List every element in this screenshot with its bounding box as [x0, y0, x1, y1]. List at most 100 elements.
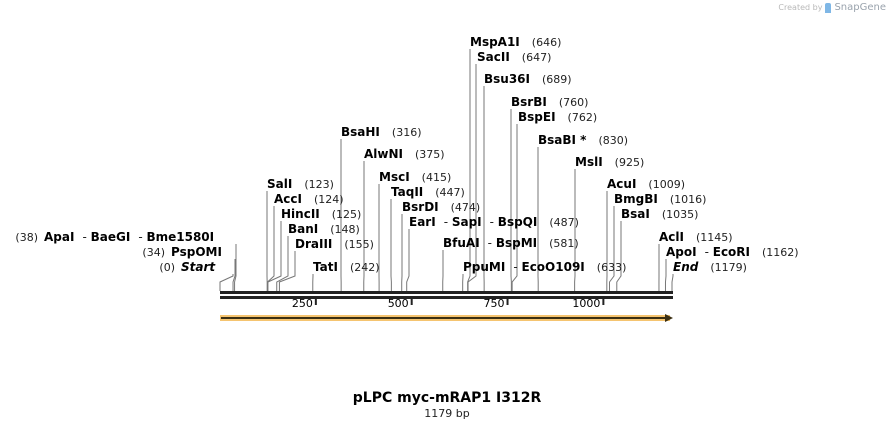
enzyme-name: End [673, 260, 699, 274]
site-dra[interactable]: DraIII (155) [295, 237, 374, 251]
site-leader-apa [234, 244, 237, 291]
site-position: (581) [549, 237, 579, 250]
enzyme-name: AclI [659, 230, 684, 244]
site-bsah[interactable]: BsaHI (316) [341, 125, 422, 139]
site-acu[interactable]: AcuI (1009) [607, 177, 685, 191]
site-leader-hinc [267, 221, 282, 291]
site-alw[interactable]: AlwNI (375) [364, 147, 445, 161]
site-position: (647) [522, 51, 552, 64]
enzyme-name: Bme1580I [146, 230, 214, 244]
site-label-bsu: Bsu36I (689) [484, 72, 572, 86]
site-mspa[interactable]: MspA1I (646) [470, 35, 561, 49]
backbone-top-strand [220, 291, 673, 294]
ruler-tick [506, 299, 509, 305]
site-tat[interactable]: TatI (242) [313, 260, 380, 274]
site-ppu[interactable]: PpuMI - EcoO109I (633) [463, 260, 626, 274]
site-leader-ban [276, 236, 289, 291]
site-ear[interactable]: EarI - SapI - BspQI (487) [409, 215, 579, 229]
site-separator: - [705, 245, 713, 259]
enzyme-name: Bsu36I [484, 72, 530, 86]
site-label-acu: AcuI (1009) [607, 177, 685, 191]
site-position: (375) [415, 148, 445, 161]
ruler-tick [602, 299, 605, 305]
feature-arrow[interactable] [220, 314, 673, 322]
enzyme-name: BsaI [621, 207, 650, 221]
site-bsu[interactable]: Bsu36I (689) [484, 72, 572, 86]
site-position: (633) [597, 261, 627, 274]
backbone-bottom-strand [220, 296, 673, 299]
site-hinc[interactable]: HincII (125) [281, 207, 361, 221]
enzyme-name: BanI [288, 222, 318, 236]
site-label-acc: AccI (124) [274, 192, 344, 206]
enzyme-name: EarI [409, 215, 436, 229]
site-separator: - [490, 215, 498, 229]
plasmid-length: 1179 bp [424, 407, 470, 420]
site-apo[interactable]: ApoI - EcoRI (1162) [666, 245, 799, 259]
site-label-hinc: HincII (125) [281, 207, 361, 221]
enzyme-name: MscI [379, 170, 410, 184]
site-label-end: End (1179) [673, 260, 747, 274]
site-leader-bspe [511, 124, 518, 291]
enzyme-name: PspOMI [171, 245, 222, 259]
site-leader-apo [664, 259, 667, 291]
site-position: (925) [615, 156, 645, 169]
site-leader-start [219, 274, 234, 291]
site-leader-bsai [616, 221, 622, 291]
site-bsrd[interactable]: BsrDI (474) [402, 200, 480, 214]
site-label-alw: AlwNI (375) [364, 147, 445, 161]
site-label-bsai: BsaI (1035) [621, 207, 698, 221]
enzyme-name: BsaBI * [538, 133, 587, 147]
site-position: (1016) [670, 193, 707, 206]
site-position: (487) [549, 216, 579, 229]
site-leader-acc [267, 206, 275, 291]
enzyme-name: MslI [575, 155, 603, 169]
site-start[interactable]: Start (0) [159, 260, 216, 274]
site-position: (1035) [662, 208, 699, 221]
site-acc[interactable]: AccI (124) [274, 192, 344, 206]
enzyme-name: SacII [477, 50, 510, 64]
site-bmg[interactable]: BmgBI (1016) [614, 192, 706, 206]
site-ban[interactable]: BanI (148) [288, 222, 360, 236]
enzyme-name: BmgBI [614, 192, 658, 206]
site-label-bsah: BsaHI (316) [341, 125, 422, 139]
site-label-bsab: BsaBI * (830) [538, 133, 628, 147]
site-label-ear: EarI - SapI - BspQI (487) [409, 215, 579, 229]
site-position: (124) [314, 193, 344, 206]
site-msc[interactable]: MscI (415) [379, 170, 451, 184]
site-label-bmg: BmgBI (1016) [614, 192, 706, 206]
enzyme-name: PpuMI [463, 260, 505, 274]
site-position: (0) [159, 261, 175, 274]
site-apa[interactable]: ApaI - BaeGI - Bme1580I(38) [15, 230, 214, 244]
site-bspe[interactable]: BspEI (762) [518, 110, 597, 124]
site-acl[interactable]: AclI (1145) [659, 230, 733, 244]
enzyme-name: BspMI [496, 236, 537, 250]
site-psp[interactable]: PspOMI (34) [142, 245, 222, 259]
site-bsrb[interactable]: BsrBI (760) [511, 95, 588, 109]
enzyme-name: BaeGI [91, 230, 131, 244]
site-position: (689) [542, 73, 572, 86]
site-label-msc: MscI (415) [379, 170, 451, 184]
enzyme-name: Start [181, 260, 216, 274]
site-label-start: Start [181, 260, 216, 274]
site-separator: - [513, 260, 521, 274]
enzyme-name: ApoI [666, 245, 697, 259]
site-bfu[interactable]: BfuAI - BspMI (581) [443, 236, 579, 250]
enzyme-name: BsrDI [402, 200, 439, 214]
site-labels: Start (0) PspOMI(34)ApaI - BaeGI - Bme1580I(… [15, 35, 798, 274]
site-sac[interactable]: SacII (647) [477, 50, 551, 64]
ruler-tick [314, 299, 317, 305]
site-position: (830) [598, 134, 628, 147]
site-bsai[interactable]: BsaI (1035) [621, 207, 698, 221]
site-leader-lines [219, 49, 674, 291]
enzyme-name: AlwNI [364, 147, 403, 161]
site-label-apo: ApoI - EcoRI (1162) [666, 245, 799, 259]
site-end[interactable]: End (1179) [673, 260, 747, 274]
site-separator: - [138, 230, 146, 244]
site-sal[interactable]: SalI (123) [267, 177, 334, 191]
ruler-tick-label: 750 [484, 297, 505, 310]
site-msl[interactable]: MslI (925) [575, 155, 644, 169]
site-taq[interactable]: TaqII (447) [391, 185, 465, 199]
site-position: (242) [350, 261, 380, 274]
site-bsab[interactable]: BsaBI * (830) [538, 133, 628, 147]
site-position: (316) [392, 126, 422, 139]
